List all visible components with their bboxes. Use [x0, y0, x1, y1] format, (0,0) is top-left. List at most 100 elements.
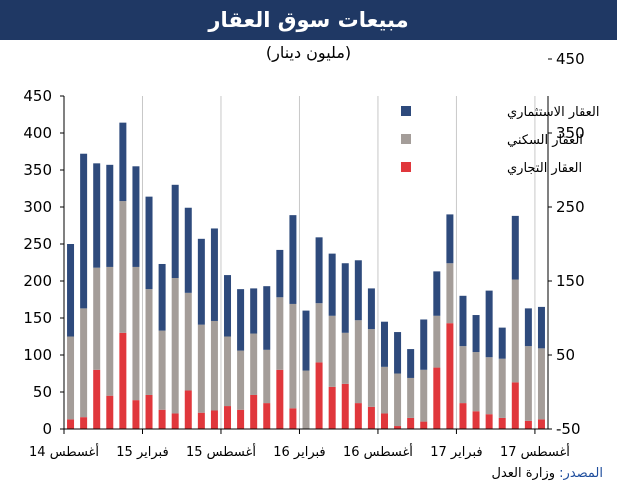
legend-label: العقار السكني: [507, 133, 583, 148]
bar-segment: [524, 420, 532, 429]
source-note: المصدر: وزارة العدل: [492, 466, 604, 481]
bar-segment: [472, 352, 480, 412]
bar-segment: [367, 329, 375, 407]
bar-segment: [472, 411, 480, 429]
legend-label: العقار التجاري: [507, 161, 582, 176]
y-right-tick-label: 350: [556, 124, 585, 142]
bar-segment: [511, 215, 519, 280]
bar-segment: [446, 323, 454, 429]
bar-segment: [80, 153, 88, 309]
bar-segment: [224, 336, 232, 407]
bar-segment: [67, 336, 75, 420]
bar-segment: [145, 394, 153, 429]
title-bar: [0, 0, 617, 40]
bar-segment: [289, 215, 297, 304]
bar-segment: [407, 349, 415, 378]
bar-segment: [106, 164, 114, 267]
bar-segment: [171, 184, 179, 279]
bar-segment: [524, 308, 532, 347]
bar-segment: [485, 290, 493, 358]
bar-segment: [498, 327, 506, 359]
bar-segment: [485, 414, 493, 429]
bar-segment: [472, 315, 480, 353]
bar-segment: [210, 410, 218, 429]
bar-segment: [171, 278, 179, 414]
bar-segment: [341, 332, 349, 384]
y-left-tick-label: 250: [23, 235, 52, 253]
bar-segment: [289, 303, 297, 409]
bar-segment: [132, 266, 140, 401]
bar-segment: [210, 320, 218, 411]
x-tick-label: أغسطس 17: [500, 443, 570, 460]
bar-segment: [511, 382, 519, 429]
bar-segment: [433, 315, 441, 368]
bar-segment: [420, 369, 428, 422]
bar-segment: [407, 417, 415, 429]
bar-segment: [171, 413, 179, 429]
bar-segment: [367, 288, 375, 330]
y-left-tick-label: 450: [23, 87, 52, 105]
bar-segment: [276, 297, 284, 370]
bar-segment: [354, 320, 362, 404]
bar-segment: [145, 289, 153, 395]
bar-segment: [446, 263, 454, 324]
bar-segment: [210, 228, 218, 321]
x-tick-label: فبراير 15: [116, 445, 168, 460]
bar-segment: [184, 390, 192, 429]
bar-segment: [394, 373, 402, 427]
source-label: المصدر:: [559, 466, 603, 481]
bar-segment: [380, 321, 388, 367]
bar-segment: [237, 409, 245, 429]
bar-segment: [459, 295, 467, 347]
y-right-tick-label: 450: [556, 50, 585, 68]
x-tick-label: فبراير 17: [430, 445, 482, 460]
bar-segment: [341, 383, 349, 429]
bar-segment: [367, 406, 375, 429]
bar-segment: [537, 348, 545, 420]
bar-segment: [315, 362, 323, 429]
bar-segment: [93, 267, 101, 370]
bar-segment: [328, 386, 336, 429]
bar-segment: [407, 377, 415, 418]
bar-segment: [158, 409, 166, 429]
bar-segment: [354, 260, 362, 321]
y-left-tick-label: 300: [23, 198, 52, 216]
x-tick-label: أغسطس 14: [29, 443, 99, 460]
legend-swatch: [401, 162, 411, 172]
bar-segment: [119, 332, 127, 429]
bar-segment: [446, 214, 454, 264]
y-left-tick-label: 400: [23, 124, 52, 142]
y-right-tick-label: 250: [556, 198, 585, 216]
bar-segment: [224, 406, 232, 429]
bar-segment: [511, 279, 519, 383]
bar-segment: [394, 426, 402, 429]
y-left-tick-label: 50: [33, 383, 52, 401]
bar-segment: [433, 367, 441, 429]
bar-segment: [184, 292, 192, 391]
bar-segment: [328, 253, 336, 316]
bar-segment: [80, 417, 88, 429]
bar-segment: [354, 403, 362, 429]
bar-segment: [132, 166, 140, 267]
bar-segment: [394, 332, 402, 374]
legend-swatch: [401, 106, 411, 116]
bar-segment: [380, 413, 388, 429]
bar-segment: [67, 244, 75, 337]
bar-segment: [263, 403, 271, 429]
bar-segment: [197, 324, 205, 413]
bar-segment: [132, 400, 140, 429]
bar-segment: [420, 421, 428, 429]
chart-subtitle: (مليون دينار): [265, 43, 352, 62]
bar-segment: [498, 417, 506, 429]
bar-segment: [420, 319, 428, 370]
bar-segment: [537, 419, 545, 429]
bar-segment: [276, 369, 284, 429]
bar-segment: [145, 196, 153, 290]
y-left-tick-label: 100: [23, 346, 52, 364]
source-value: وزارة العدل: [491, 466, 556, 481]
chart-title: مبيعات سوق العقار: [208, 8, 409, 32]
bar-segment: [315, 237, 323, 304]
bar-segment: [380, 366, 388, 414]
bar-segment: [158, 330, 166, 410]
